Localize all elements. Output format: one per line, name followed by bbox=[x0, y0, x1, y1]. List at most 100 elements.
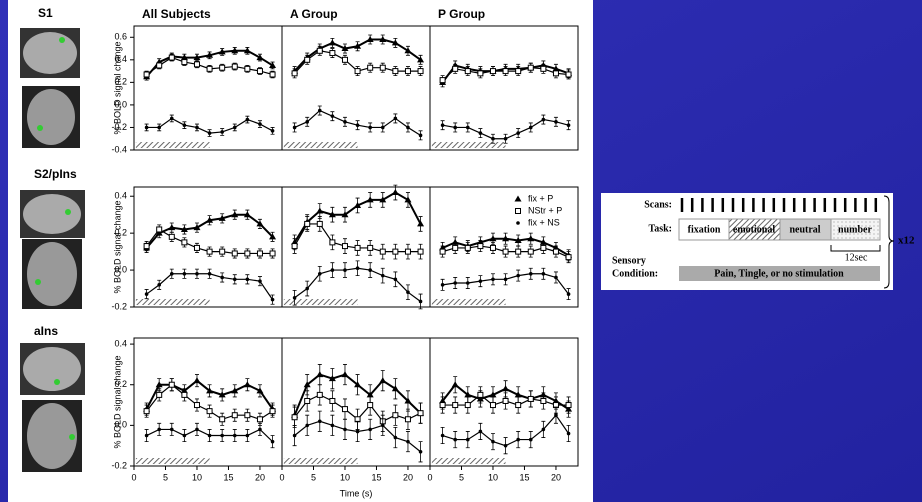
marker bbox=[465, 69, 470, 74]
marker bbox=[170, 117, 174, 121]
slide: Time (s) S1 S2/pIns aIns Scans: Task: fi… bbox=[0, 0, 922, 502]
brain-images bbox=[20, 28, 85, 472]
marker bbox=[342, 57, 347, 62]
marker bbox=[182, 392, 187, 397]
marker bbox=[317, 48, 322, 53]
marker bbox=[441, 123, 445, 127]
marker bbox=[381, 274, 385, 278]
marker bbox=[208, 131, 212, 135]
x-tick-label: 20 bbox=[551, 472, 561, 482]
marker bbox=[331, 114, 335, 118]
marker bbox=[490, 245, 495, 250]
marker bbox=[381, 424, 385, 428]
marker bbox=[453, 66, 458, 71]
marker bbox=[466, 126, 470, 130]
marker bbox=[258, 428, 262, 432]
marker bbox=[271, 129, 275, 133]
marker bbox=[145, 292, 149, 296]
legend-marker bbox=[516, 221, 520, 225]
marker bbox=[368, 428, 372, 432]
marker bbox=[271, 298, 275, 302]
x-tick-label: 15 bbox=[519, 472, 529, 482]
legend-label: fix + P bbox=[528, 193, 553, 203]
marker bbox=[170, 272, 174, 276]
marker bbox=[195, 428, 199, 432]
sensory-label: Sensory bbox=[612, 255, 646, 266]
marker bbox=[567, 292, 571, 296]
marker bbox=[342, 407, 347, 412]
marker bbox=[516, 69, 521, 74]
marker bbox=[406, 126, 410, 130]
chart-title: All Subjects bbox=[142, 7, 211, 21]
row-label: S2/pIns bbox=[34, 167, 77, 181]
marker bbox=[394, 117, 398, 121]
marker bbox=[169, 382, 174, 387]
marker bbox=[220, 65, 225, 70]
x-tick-label: 5 bbox=[459, 472, 464, 482]
repeat-label: x12 bbox=[898, 235, 915, 247]
marker bbox=[504, 444, 508, 448]
marker bbox=[368, 268, 372, 272]
y-tick-label: 0.4 bbox=[114, 338, 127, 348]
marker bbox=[380, 65, 385, 70]
marker bbox=[220, 249, 225, 254]
y-tick-label: 0.2 bbox=[114, 228, 127, 238]
marker bbox=[245, 66, 250, 71]
marker bbox=[356, 430, 360, 434]
marker bbox=[330, 240, 335, 245]
marker bbox=[342, 244, 347, 249]
marker bbox=[491, 440, 495, 444]
page: Time (s) S1 S2/pIns aIns Scans: Task: fi… bbox=[0, 0, 922, 502]
marker bbox=[292, 244, 297, 249]
marker bbox=[490, 69, 495, 74]
y-axis-label: % BOLD signal change bbox=[112, 200, 122, 293]
marker bbox=[207, 66, 212, 71]
marker bbox=[441, 283, 445, 287]
x-tick-label: 20 bbox=[403, 472, 413, 482]
marker bbox=[170, 428, 174, 432]
marker bbox=[305, 287, 309, 291]
y-tick-label: 0.2 bbox=[114, 379, 127, 389]
marker bbox=[355, 245, 360, 250]
marker bbox=[393, 69, 398, 74]
row-label: aIns bbox=[34, 324, 58, 338]
marker bbox=[169, 55, 174, 60]
marker bbox=[157, 227, 162, 232]
x-tick-label: 0 bbox=[131, 472, 136, 482]
marker bbox=[529, 438, 533, 442]
marker bbox=[516, 274, 520, 278]
marker bbox=[144, 409, 149, 414]
marker bbox=[541, 398, 546, 403]
y-axis-label: % BOLD signal change bbox=[112, 355, 122, 448]
x-tick-label: 10 bbox=[488, 472, 498, 482]
marker bbox=[491, 278, 495, 282]
marker bbox=[331, 268, 335, 272]
marker bbox=[220, 130, 224, 134]
task-name: emotional bbox=[733, 224, 775, 235]
marker bbox=[305, 221, 310, 226]
marker bbox=[554, 276, 558, 280]
legend-label: NStr + P bbox=[528, 205, 562, 215]
marker bbox=[246, 278, 250, 282]
marker bbox=[479, 430, 483, 434]
marker bbox=[292, 71, 297, 76]
marker bbox=[465, 403, 470, 408]
marker bbox=[516, 249, 521, 254]
marker bbox=[232, 413, 237, 418]
marker bbox=[356, 266, 360, 270]
marker bbox=[270, 72, 275, 77]
marker bbox=[270, 251, 275, 256]
marker bbox=[318, 109, 322, 113]
marker bbox=[157, 283, 161, 287]
y-tick-label: 0.4 bbox=[114, 191, 127, 201]
marker bbox=[232, 64, 237, 69]
marker bbox=[478, 71, 483, 76]
marker bbox=[503, 398, 508, 403]
marker bbox=[157, 126, 161, 130]
task-name: fixation bbox=[688, 224, 721, 235]
marker bbox=[479, 279, 483, 283]
scale-label: 12sec bbox=[845, 252, 868, 263]
marker bbox=[258, 122, 262, 126]
marker bbox=[528, 249, 533, 254]
x-tick-label: 5 bbox=[163, 472, 168, 482]
